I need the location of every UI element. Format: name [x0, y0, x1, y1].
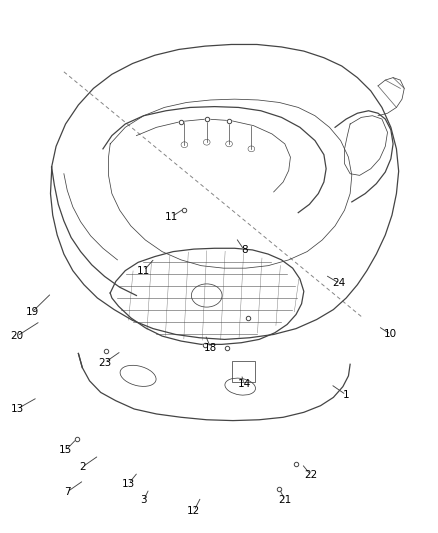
Text: 11: 11: [137, 265, 150, 276]
Text: 12: 12: [187, 506, 201, 516]
Text: 14: 14: [237, 379, 251, 389]
Text: 23: 23: [98, 358, 111, 368]
Text: 19: 19: [25, 307, 39, 317]
Text: 7: 7: [64, 487, 71, 497]
Text: 22: 22: [304, 470, 318, 480]
Text: 15: 15: [59, 446, 72, 455]
Text: 13: 13: [122, 479, 135, 489]
Text: 11: 11: [165, 212, 178, 222]
Text: 3: 3: [140, 495, 147, 505]
Text: 13: 13: [11, 404, 24, 414]
Text: 18: 18: [204, 343, 217, 353]
Text: 21: 21: [278, 495, 291, 505]
Text: 24: 24: [332, 278, 346, 288]
Text: 20: 20: [11, 331, 24, 341]
Text: 2: 2: [79, 462, 85, 472]
Text: 10: 10: [384, 329, 397, 340]
Text: 8: 8: [241, 245, 247, 255]
Text: 1: 1: [343, 390, 350, 400]
